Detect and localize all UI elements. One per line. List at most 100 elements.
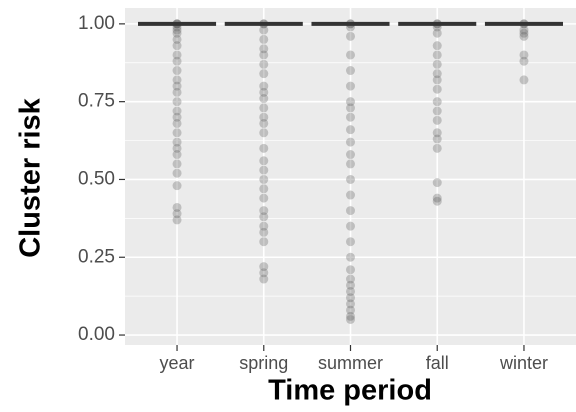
point: [519, 56, 529, 66]
point: [432, 128, 442, 138]
point: [259, 268, 269, 278]
point: [259, 128, 269, 138]
point: [172, 66, 182, 76]
point: [432, 115, 442, 125]
point: [172, 75, 182, 85]
y-tick-label: 0.25: [78, 246, 115, 267]
point: [172, 168, 182, 178]
point: [172, 41, 182, 51]
point: [346, 81, 355, 91]
point: [346, 299, 355, 309]
point: [259, 193, 269, 203]
point: [172, 81, 182, 91]
x-tick-label: year: [160, 353, 195, 373]
point: [172, 202, 182, 212]
x-tick-label: winter: [499, 353, 548, 373]
point: [172, 215, 182, 225]
point: [346, 50, 355, 60]
point: [259, 174, 269, 184]
x-axis-title: Time period: [268, 375, 432, 407]
y-axis-title: Cluster risk: [15, 97, 47, 257]
point: [259, 34, 269, 44]
point: [346, 31, 355, 41]
point: [259, 156, 269, 166]
point: [259, 227, 269, 237]
y-tick-label: 0.00: [78, 324, 115, 345]
point: [259, 103, 269, 113]
point: [346, 221, 355, 231]
point: [172, 137, 182, 147]
point: [259, 165, 269, 175]
point: [259, 81, 269, 91]
point: [172, 34, 182, 44]
point: [432, 75, 442, 85]
point: [346, 314, 355, 324]
point: [259, 206, 269, 216]
point: [259, 184, 269, 194]
point: [259, 94, 269, 104]
point: [519, 28, 529, 38]
point: [259, 59, 269, 69]
point: [432, 59, 442, 69]
point: [432, 196, 442, 206]
point: [346, 112, 355, 122]
point: [346, 252, 355, 262]
point: [432, 134, 442, 144]
point: [172, 28, 182, 38]
point: [259, 69, 269, 79]
point: [172, 56, 182, 66]
point: [432, 97, 442, 107]
point: [346, 159, 355, 169]
point: [172, 87, 182, 97]
point: [519, 31, 529, 41]
point: [259, 221, 269, 231]
point: [519, 25, 529, 35]
point: [259, 237, 269, 247]
point: [259, 25, 269, 35]
point: [172, 150, 182, 160]
point: [259, 262, 269, 272]
point: [346, 274, 355, 284]
point: [259, 44, 269, 54]
point: [172, 143, 182, 153]
point: [172, 128, 182, 138]
point: [346, 137, 355, 147]
point: [346, 206, 355, 216]
point: [172, 25, 182, 35]
point: [346, 125, 355, 135]
point: [172, 112, 182, 122]
point: [346, 66, 355, 76]
point: [172, 159, 182, 169]
point: [346, 311, 355, 321]
point: [432, 143, 442, 153]
x-tick-label: spring: [239, 353, 288, 373]
point: [259, 87, 269, 97]
point: [519, 75, 529, 85]
point: [432, 41, 442, 51]
point: [519, 50, 529, 60]
point: [172, 209, 182, 219]
point: [259, 212, 269, 222]
point: [346, 265, 355, 275]
point: [432, 50, 442, 60]
point: [259, 50, 269, 60]
x-tick-label: fall: [426, 353, 449, 373]
point: [432, 178, 442, 188]
point: [346, 174, 355, 184]
point: [432, 28, 442, 38]
point: [346, 305, 355, 315]
point: [346, 103, 355, 113]
point: [346, 150, 355, 160]
point: [172, 118, 182, 128]
y-tick-label: 1.00: [78, 13, 115, 34]
point: [432, 193, 442, 203]
point: [346, 280, 355, 290]
point: [432, 69, 442, 79]
point: [346, 293, 355, 303]
point: [259, 112, 269, 122]
point: [172, 50, 182, 60]
point: [172, 181, 182, 191]
point: [259, 118, 269, 128]
point: [346, 237, 355, 247]
